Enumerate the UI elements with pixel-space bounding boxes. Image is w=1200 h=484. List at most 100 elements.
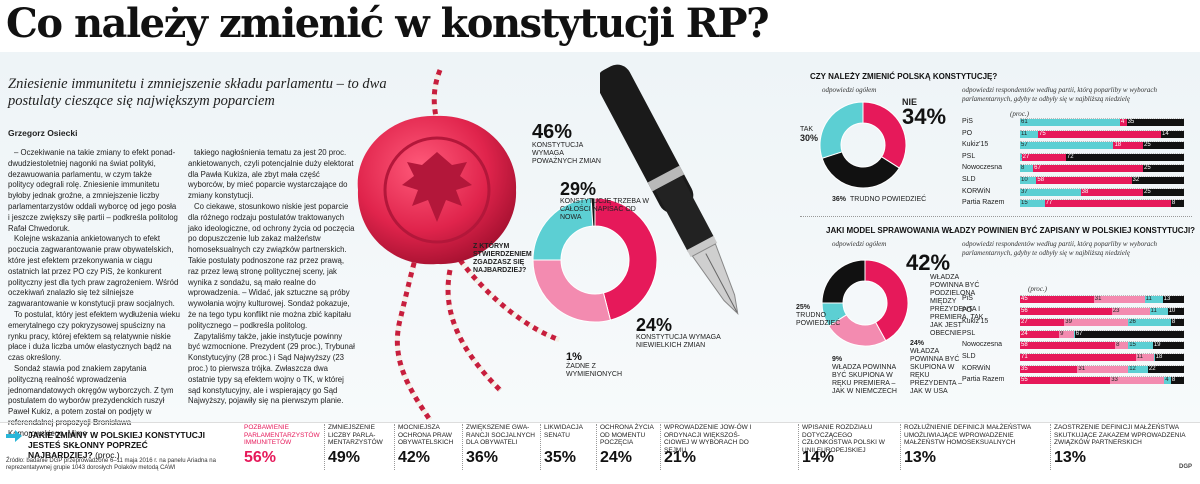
party-row: PO 11 75 14	[962, 129, 1184, 138]
section2-25-group: 25% TRUDNO POWIEDZIEĆ	[796, 304, 841, 328]
bar-segment: 24	[1020, 330, 1060, 338]
column-divider	[394, 424, 395, 470]
section2-24-group: 24% WŁADZA POWINNA BYĆ SKUPIONA W RĘKU P…	[910, 340, 972, 396]
bar-segment: 77	[1044, 200, 1171, 208]
lead-paragraph: Zniesienie immunitetu i zmniejszenie skł…	[8, 76, 387, 109]
column-divider	[660, 424, 661, 470]
party-name: SLD	[962, 353, 976, 360]
slice-value: 30%	[800, 133, 819, 143]
bottom-item: LIKWIDACJA SENATU 35%	[544, 424, 598, 470]
party-name: Partia Razem	[962, 199, 1005, 207]
bar-segment: 31	[1093, 296, 1145, 303]
slice-value: 29%	[560, 179, 597, 199]
donut-slice-0	[864, 259, 909, 342]
party-bar: 24 9 67	[1020, 329, 1184, 338]
party-row: PiS 45 31 11 13	[962, 294, 1184, 303]
fountain-pen-illustration	[600, 64, 739, 315]
party-bar: 8 67 25	[1020, 164, 1184, 173]
section1-trudno-group: 36% TRUDNO POWIEDZIEĆ	[832, 196, 926, 204]
party-bar: 11 75 14	[1020, 129, 1184, 138]
bar-segment: 4	[1164, 377, 1171, 385]
slice-text: ŻADNE Z WYMIENIONYCH	[566, 363, 622, 378]
donut-main-question: Z KTÓRYM STWIERDZENIEM ZGADZASZ SIĘ NAJB…	[473, 243, 532, 274]
party-bar: 27 39 26 8	[1020, 318, 1184, 327]
section1-title: CZY NALEŻY ZMIENIĆ POLSKĄ KONSTYTUCJĘ?	[810, 72, 998, 81]
bar-segment: 25	[1142, 142, 1184, 150]
section1-overall-label: odpowiedzi ogółem	[822, 86, 877, 94]
slice-label: TAK	[800, 126, 814, 133]
bar-segment: 58	[1036, 177, 1132, 184]
article-column-2: takiego nagłośnienia tematu za jest 20 p…	[188, 148, 356, 407]
bar-segment: 8	[1170, 377, 1184, 385]
bar-segment: 11	[1020, 130, 1039, 138]
bottom-item-text: WPISANIE ROZDZIAŁU DOTYCZĄCEGO CZŁONKOST…	[802, 424, 885, 454]
party-row: Nowoczesna 58 8 15 19	[962, 340, 1184, 350]
slice-value: 42%	[906, 250, 951, 275]
bottom-item-value: 36%	[466, 449, 499, 466]
paragraph: Co ciekawe, stosunkowo niskie jest popar…	[188, 201, 355, 330]
bar-segment: 75	[1038, 130, 1162, 138]
donut-slice-1	[821, 151, 900, 189]
bar-segment: 58	[1020, 342, 1116, 350]
party-name: Nowoczesna	[962, 164, 1003, 172]
bottom-item: OCHRONA ŻYCIA OD MOMENTU POCZĘCIA 24%	[600, 424, 662, 470]
party-name: Partia Razem	[962, 376, 1005, 384]
bar-segment: 14	[1161, 130, 1184, 138]
bottom-item-text: ZWIĘKSZENIE GWA-RANCJI SOCJALNYCH DLA OB…	[466, 424, 535, 446]
column-divider	[540, 424, 541, 470]
source-note: Źródło: badanie DGP przeprowadzone 6–11 …	[6, 458, 216, 471]
section2-title: JAKI MODEL SPRAWOWANIA WŁADZY POWINIEN B…	[826, 226, 1196, 235]
party-name: PiS	[962, 118, 973, 125]
bar-segment: 13	[1162, 296, 1184, 303]
bar-segment: 23	[1111, 307, 1150, 315]
bottom-item: ZWIĘKSZENIE GWA-RANCJI SOCJALNYCH DLA OB…	[466, 424, 542, 470]
column-divider	[462, 424, 463, 470]
bar-segment	[1073, 330, 1075, 338]
section2-9-group: 9% WŁADZA POWINNA BYĆ SKUPIONA W RĘKU PR…	[832, 356, 904, 396]
slice-value: 24%	[636, 315, 673, 335]
slice-text: KONSTYTUCJĘ TRZEBA W CAŁOŚCI NAPISAĆ OD …	[560, 198, 649, 221]
bar-segment: 9	[1059, 330, 1074, 338]
slice-value: 46%	[532, 121, 573, 143]
party-bar: 61 4 35	[1020, 118, 1184, 126]
section2-unit: (proc.)	[1028, 285, 1047, 293]
section1-unit: (proc.)	[1010, 110, 1029, 118]
slice-text: WŁADZA POWINNA BYĆ SKUPIONA W RĘKU PREMI…	[832, 364, 897, 395]
section1-party-label: odpowiedzi respondentów według partii, k…	[962, 86, 1157, 103]
party-row: SLD 71 11 18	[962, 352, 1184, 361]
party-name: PiS	[962, 295, 973, 302]
party-row: KORWiN 37 38 25	[962, 187, 1184, 196]
party-bar: 37 38 25	[1020, 187, 1184, 196]
bar-segment: 10	[1167, 307, 1184, 315]
bottom-item-text: POZBAWIENIE PARLAMENTARZYSTÓW IMMUNITETÓ…	[244, 424, 320, 446]
slice-text: KONSTYTUCJA WYMAGA POWAŻNYCH ZMIAN	[532, 142, 601, 165]
bottom-divider	[0, 422, 1200, 423]
bar-segment: 25	[1142, 188, 1184, 196]
bar-segment: 8	[1170, 200, 1184, 208]
bar-segment: 25	[1142, 165, 1184, 173]
party-bar: 15 77 8	[1020, 199, 1184, 208]
party-bar: 57 18 25	[1020, 141, 1184, 150]
party-row: Partia Razem 15 77 8	[962, 198, 1184, 208]
author-byline: Grzegorz Osiecki	[8, 128, 78, 138]
party-row: PSL 24 9 67	[962, 329, 1184, 338]
bottom-item: ZMNIEJSZENIE LICZBY PARLA-MENTARZYSTÓW 49…	[328, 424, 396, 470]
party-row: Kukiz'15 57 18 25	[962, 140, 1184, 150]
bar-segment: 15	[1128, 342, 1153, 350]
section2-donut-chart	[821, 259, 909, 347]
bar-segment: 35	[1020, 365, 1078, 373]
bottom-item-value: 42%	[398, 449, 431, 466]
section-divider	[800, 216, 1192, 217]
slice-text: TRUDNO POWIEDZIEĆ	[796, 312, 841, 327]
bar-segment: 32	[1131, 177, 1184, 184]
section2-42-group: 42% WŁADZA POWINNA BYĆ PODZIELONA MIĘDZY…	[906, 252, 990, 338]
section1-donut-chart	[819, 101, 907, 189]
donut-slice-3	[821, 259, 866, 304]
slice-value: 24%	[910, 340, 925, 347]
paragraph: To postulat, który jest efektem wydłużen…	[8, 309, 180, 363]
article-column-1: – Oczekiwanie na takie zmiany to efekt p…	[8, 148, 180, 440]
party-bar: 45 31 11 13	[1020, 295, 1184, 303]
bottom-item: WPISANIE ROZDZIAŁU DOTYCZĄCEGO CZŁONKOST…	[802, 424, 894, 470]
bar-segment: 55	[1020, 377, 1111, 385]
slice-value: 25%	[796, 304, 811, 311]
